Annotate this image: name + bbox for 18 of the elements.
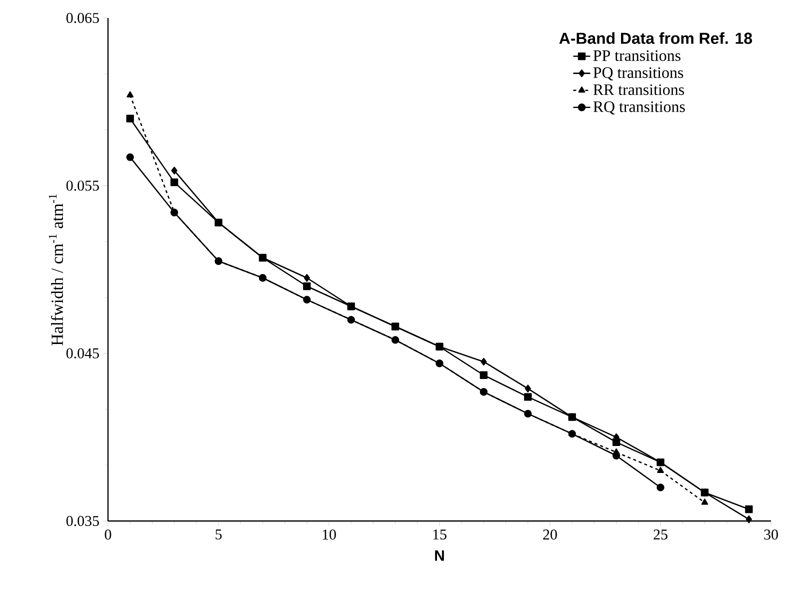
x-tick-label: 20 xyxy=(543,530,557,540)
x-tick-label: 10 xyxy=(322,530,336,540)
x-tick-label: 15 xyxy=(433,530,446,540)
legend-label: PQ transitions xyxy=(593,67,684,80)
legend-label: RR transitions xyxy=(593,84,684,96)
x-axis-title: N xyxy=(435,550,444,561)
x-tick-label: 25 xyxy=(654,530,668,540)
y-tick-label: 0.065 xyxy=(66,12,99,24)
legend-title: A-Band Data from Ref. 18 xyxy=(559,32,752,44)
x-tick-label: 0 xyxy=(104,530,112,540)
y-tick-label: 0.035 xyxy=(66,516,99,526)
y-tick-label: 0.045 xyxy=(66,348,99,358)
x-tick-label: 30 xyxy=(764,530,778,540)
y-tick-label: 0.055 xyxy=(66,180,99,191)
legend-label: RQ transitions xyxy=(593,101,685,114)
y-axis-title: Halfwidth / cm$^{-1}$ atm$^{-1}$ xyxy=(48,194,64,346)
legend-label: PP transitions xyxy=(593,50,680,61)
x-tick-label: 5 xyxy=(216,530,222,540)
